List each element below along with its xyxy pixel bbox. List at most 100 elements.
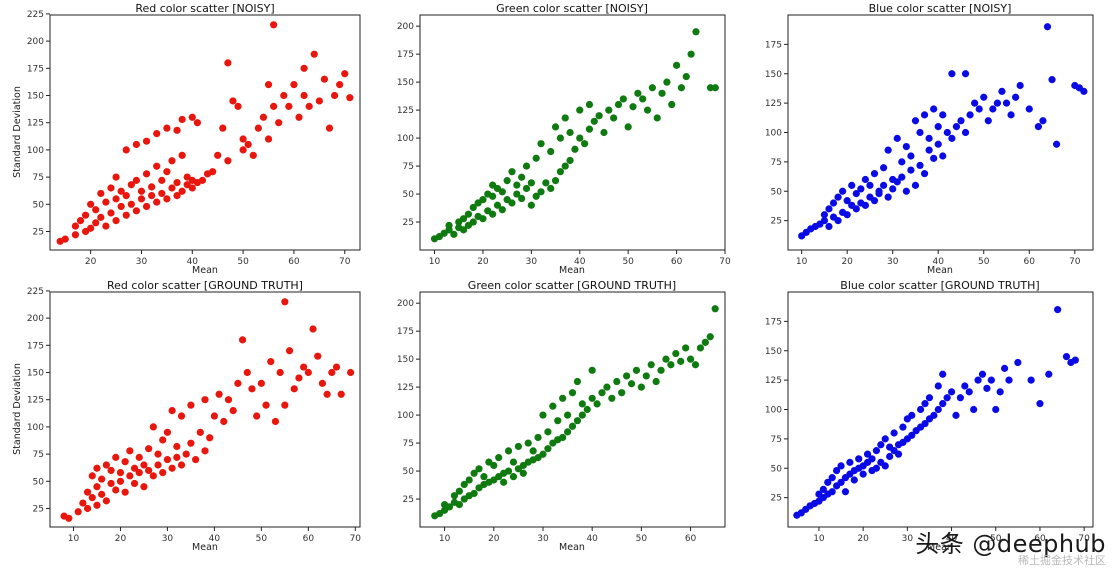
scatter-point (672, 349, 680, 358)
scatter-point (130, 464, 139, 472)
scatter-point (112, 217, 120, 225)
scatter-point (154, 450, 162, 458)
scatter-point (450, 230, 458, 238)
chart-title: Blue color scatter [GROUND TRUTH] (840, 279, 1039, 292)
scatter-point (158, 189, 166, 198)
scatter-point (843, 197, 851, 205)
scatter-point (193, 119, 201, 127)
scatter-point (346, 94, 354, 102)
scatter-point (839, 187, 847, 195)
scatter-point (1062, 353, 1071, 361)
scatter-point (500, 478, 508, 486)
y-tick-label: 125 (27, 396, 44, 406)
scatter-point (295, 113, 303, 121)
scatter-point (61, 235, 69, 243)
scatter-point (470, 489, 478, 498)
scatter-point (917, 405, 925, 414)
scatter-point (1016, 81, 1024, 90)
scatter-point (224, 157, 232, 165)
scatter-point (613, 377, 621, 386)
scatter-point (271, 417, 280, 426)
scatter-point (820, 217, 829, 225)
scatter-point (539, 450, 547, 458)
scatter-point (544, 445, 552, 453)
scatter-point (1005, 376, 1013, 384)
scatter-point (861, 175, 869, 184)
scatter-point (121, 488, 129, 496)
scatter-point (614, 100, 623, 109)
scatter-point (588, 394, 596, 402)
y-tick-label: 175 (765, 40, 782, 50)
scatter-point (290, 81, 298, 89)
scatter-point (480, 473, 488, 481)
y-tick-label: 150 (765, 347, 782, 357)
x-tick-label: 60 (1034, 534, 1046, 544)
scatter-point (74, 508, 82, 516)
x-tick-label: 50 (636, 534, 648, 544)
scatter-point (178, 151, 186, 159)
scatter-point (1045, 370, 1053, 378)
scatter-point (1036, 400, 1044, 408)
scatter-point (509, 473, 518, 481)
scatter-point (493, 201, 502, 209)
scatter-point (224, 59, 232, 67)
x-tick-label: 30 (526, 257, 538, 267)
scatter-point (850, 476, 858, 484)
scatter-point (711, 84, 719, 92)
scatter-point (159, 469, 167, 477)
x-tick-label: 60 (671, 257, 683, 267)
scatter-point (1027, 376, 1035, 384)
scatter-point (551, 123, 560, 131)
scatter-point (934, 382, 942, 390)
scatter-point (149, 472, 157, 480)
scatter-point (898, 158, 906, 166)
x-tick-label: 40 (932, 257, 944, 267)
scatter-point (163, 455, 172, 464)
scatter-point (920, 111, 929, 119)
x-tick-label: 30 (887, 257, 899, 267)
scatter-point (948, 134, 956, 142)
scatter-point (559, 394, 567, 402)
scatter-point (603, 383, 611, 391)
scatter-point (828, 488, 836, 496)
scatter-point (489, 210, 497, 218)
scatter-point (608, 394, 616, 402)
scatter-point (668, 100, 676, 109)
chart-title: Red color scatter [GROUND TRUTH] (107, 279, 303, 292)
scatter-point (961, 70, 970, 78)
scatter-point (863, 450, 872, 458)
scatter-point (470, 469, 478, 477)
scatter-point (310, 50, 318, 58)
scatter-point (173, 178, 181, 187)
x-tick-label: 70 (719, 257, 731, 267)
scatter-point (559, 433, 567, 442)
scatter-point (829, 199, 838, 207)
y-tick-label: 100 (397, 411, 414, 421)
scatter-point (177, 412, 186, 420)
scatter-point (911, 117, 920, 125)
plot-area: 10 20 30 40 50 60 70 25 50 75 100 125 150 175 (765, 23, 1088, 267)
scatter-point (934, 123, 942, 131)
scatter-point (159, 436, 167, 444)
scatter-point (249, 151, 257, 159)
scatter-point (576, 106, 584, 114)
scatter-point (107, 479, 115, 488)
scatter-point (112, 453, 120, 461)
blue-noisy-scatter-panel: Blue color scatter [NOISY] 10 20 30 40 50 60 7… (765, 2, 1094, 276)
scatter-point (285, 102, 293, 110)
scatter-point (902, 187, 910, 195)
x-axis-label: Mean (192, 542, 218, 553)
scatter-point (971, 99, 979, 107)
y-tick-label: 150 (27, 92, 44, 102)
y-tick-label: 125 (27, 119, 44, 129)
scatter-point (513, 181, 521, 189)
scatter-point (270, 102, 278, 110)
scatter-point (544, 428, 552, 436)
scatter-point (825, 222, 833, 231)
scatter-point (168, 184, 176, 192)
scatter-point (234, 379, 242, 387)
scatter-point (627, 380, 636, 388)
scatter-point (97, 189, 105, 198)
scatter-point (965, 388, 973, 396)
scatter-point (163, 124, 171, 132)
